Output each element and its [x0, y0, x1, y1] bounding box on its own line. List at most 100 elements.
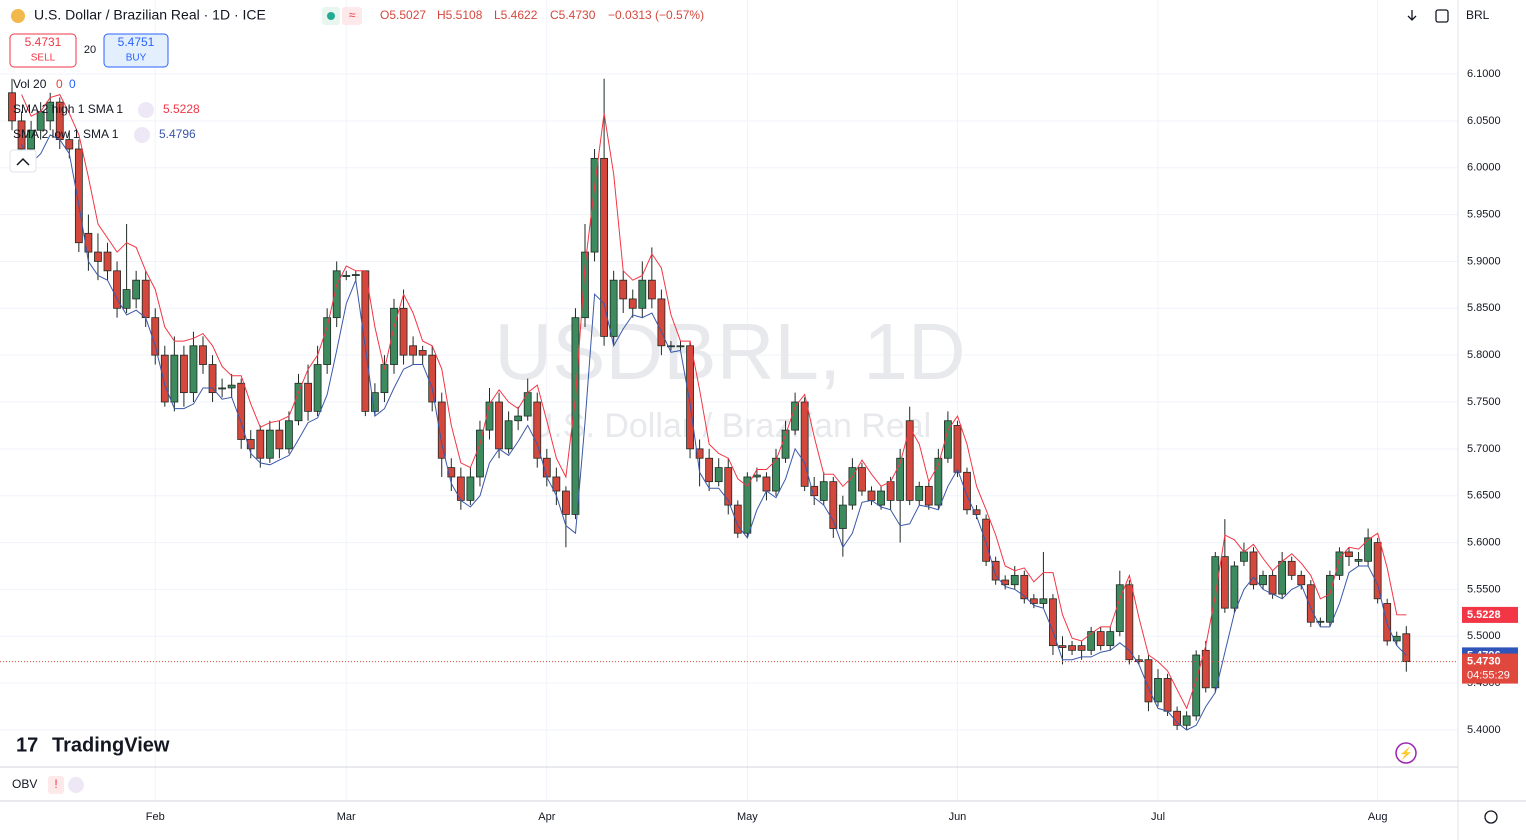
- candle-body: [657, 298, 666, 347]
- candle-body: [705, 457, 714, 483]
- candle-body: [323, 317, 332, 365]
- candle-body: [189, 345, 198, 394]
- last-price-box: [1462, 653, 1518, 684]
- candle-body: [428, 354, 437, 403]
- collapse-button[interactable]: [9, 149, 37, 173]
- x-tick-label: Mar: [337, 811, 356, 823]
- candle-body: [676, 345, 685, 348]
- y-tick-label: 5.4000: [1467, 724, 1501, 736]
- candle-body: [1220, 556, 1229, 609]
- candle-body: [342, 275, 351, 277]
- candle-body: [1125, 584, 1134, 661]
- x-tick-label: Jun: [949, 811, 967, 823]
- candle-body: [953, 425, 962, 473]
- candle-body: [304, 382, 312, 412]
- candle-body: [915, 485, 924, 501]
- candle-body: [447, 467, 456, 478]
- indicator-toggle[interactable]: [342, 7, 362, 25]
- legend-icon[interactable]: [134, 127, 150, 143]
- candle-body: [944, 420, 952, 459]
- buy-price: 5.4751: [118, 35, 155, 49]
- candle-body: [963, 471, 971, 511]
- candle-body: [1287, 560, 1296, 576]
- sell-button[interactable]: [9, 33, 77, 68]
- candle-body: [772, 457, 780, 492]
- candle-body: [982, 518, 990, 562]
- download-icon[interactable]: [1407, 10, 1417, 21]
- candle-body: [1010, 574, 1019, 586]
- candle-body: [17, 120, 26, 150]
- candle-body: [370, 392, 379, 412]
- candle-body: [571, 317, 580, 515]
- candle-body: [1335, 551, 1344, 576]
- y-tick-label: 5.7500: [1467, 396, 1501, 408]
- candle-body: [409, 345, 418, 356]
- candle-body: [313, 364, 322, 412]
- candle-body: [94, 251, 102, 262]
- sell-label: SELL: [31, 53, 56, 64]
- candle-body: [179, 354, 188, 394]
- candle-body: [533, 401, 542, 459]
- ohlc-open: O5.5027: [380, 8, 426, 22]
- x-tick-label: Apr: [538, 811, 555, 823]
- candle-body: [399, 307, 408, 356]
- candle-body: [1297, 574, 1306, 586]
- candle-body: [1182, 715, 1191, 726]
- sma-high-axis-label: 5.5228: [1467, 609, 1501, 621]
- legend-value: 5.5228: [163, 102, 200, 116]
- candle-body: [848, 467, 857, 506]
- ohlc-high: H5.5108: [437, 8, 483, 22]
- candle-body: [628, 298, 637, 309]
- candle-body: [877, 490, 885, 506]
- settings-icon[interactable]: [1484, 810, 1498, 824]
- candle-body: [466, 476, 475, 501]
- candle-body: [552, 476, 561, 492]
- candle-body: [1268, 574, 1277, 595]
- y-tick-label: 5.8500: [1467, 302, 1501, 314]
- candle-body: [256, 429, 265, 459]
- logo-mark: 17: [16, 734, 38, 756]
- obv-warning[interactable]: [48, 776, 64, 794]
- y-tick-label: 5.8000: [1467, 349, 1501, 361]
- countdown: 04:55:29: [1467, 669, 1510, 681]
- buy-button[interactable]: [103, 33, 169, 68]
- candle-body: [1364, 537, 1372, 562]
- candle-body: [1068, 645, 1076, 651]
- market-dot: [327, 12, 335, 20]
- candle-body: [122, 289, 131, 309]
- y-tick-label: 5.9500: [1467, 208, 1501, 220]
- volume-ma: 0: [69, 77, 76, 91]
- sma-line: [21, 94, 1407, 710]
- alert-icon[interactable]: [1395, 742, 1417, 764]
- candle-body: [1240, 551, 1248, 562]
- refresh-icon[interactable]: [1435, 9, 1449, 23]
- candle-body: [504, 420, 513, 450]
- candle-body: [237, 382, 246, 440]
- candle-body: [275, 429, 284, 450]
- candle-body: [1087, 631, 1096, 651]
- candle-body: [934, 457, 943, 506]
- candle-body: [991, 560, 1000, 581]
- last-price-label: 5.4730: [1467, 655, 1501, 667]
- candle-body: [514, 415, 523, 422]
- obv-icon[interactable]: [68, 777, 84, 793]
- wave-icon: ≈: [349, 8, 356, 22]
- candle-body: [1029, 598, 1038, 604]
- legend-icon[interactable]: [138, 102, 154, 118]
- candle-body: [1144, 659, 1153, 703]
- ohlc-change: −0.0313 (−0.57%): [608, 8, 704, 22]
- candle-body: [495, 401, 503, 450]
- y-tick-label: 6.0500: [1467, 115, 1501, 127]
- volume-legend: Vol 20: [13, 77, 47, 91]
- candle-body: [1259, 574, 1267, 586]
- candle-body: [838, 504, 847, 529]
- y-tick-label: 5.6500: [1467, 490, 1501, 502]
- candle-body: [1402, 633, 1411, 662]
- y-tick-label: 5.9000: [1467, 255, 1501, 267]
- candle-body: [1096, 631, 1105, 647]
- candle-body: [208, 364, 217, 394]
- candle-body: [819, 481, 828, 501]
- currency[interactable]: BRL: [1466, 8, 1490, 22]
- candle-body: [65, 139, 74, 150]
- obv-warning-glyph: !: [54, 777, 57, 791]
